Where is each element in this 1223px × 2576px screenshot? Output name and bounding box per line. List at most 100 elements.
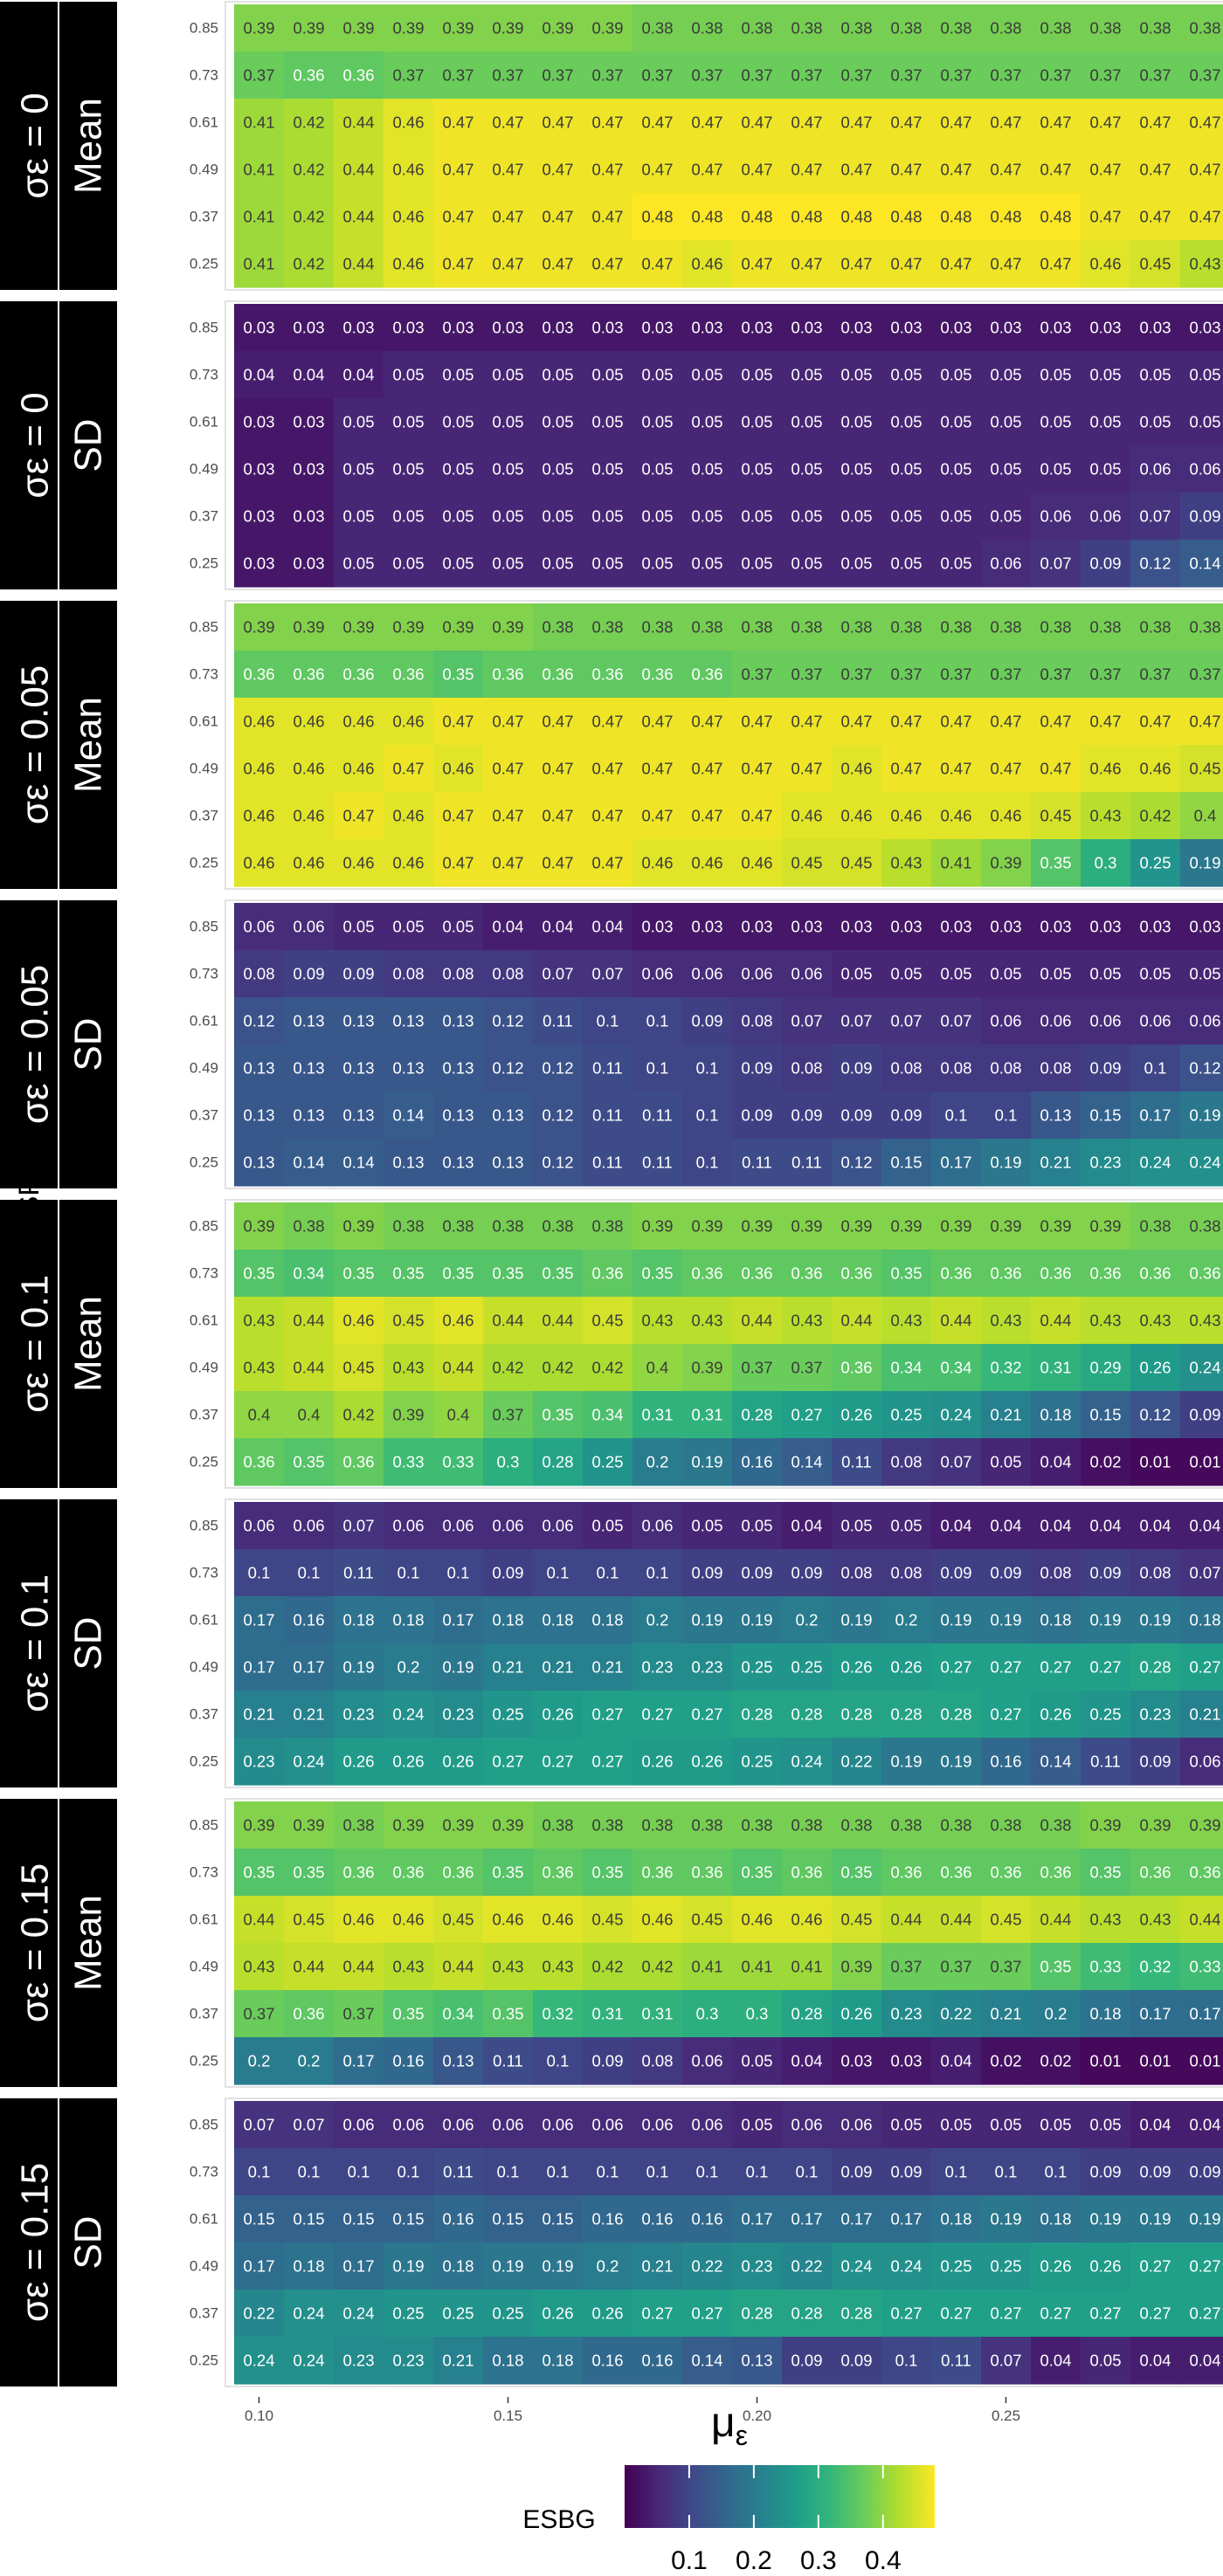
cell-value-label: 0.27 [890, 2304, 922, 2323]
heatmap-cell [1180, 2242, 1223, 2290]
cell-value-label: 0.13 [741, 2352, 772, 2370]
cell-value-label: 0.05 [492, 460, 523, 479]
cell-value-label: 0.38 [1089, 19, 1121, 38]
heatmap-cell [334, 540, 384, 588]
heatmap-cell [533, 1502, 584, 1550]
heatmap-cell [632, 1990, 683, 2038]
cell-value-label: 0.47 [542, 760, 573, 778]
heatmap-cell [284, 2337, 335, 2385]
cell-value-label: 0.1 [895, 2352, 918, 2370]
heatmap-cell [433, 240, 484, 288]
heatmap-cell [533, 492, 584, 541]
cell-value-label: 0.09 [293, 965, 324, 983]
cell-value-label: 0.47 [542, 713, 573, 731]
heatmap-cell [782, 1202, 833, 1250]
heatmap-cell [234, 304, 285, 352]
cell-value-label: 0.25 [1089, 1705, 1121, 1724]
cell-value-label: 0.25 [890, 1406, 922, 1424]
cell-value-label: 0.05 [342, 554, 374, 573]
heatmap-cell [483, 2195, 534, 2243]
heatmap-cell [1031, 1139, 1081, 1187]
heatmap-cell [383, 4, 434, 52]
heatmap-cell [583, 4, 633, 52]
heatmap-cell [483, 2148, 534, 2196]
heatmap-cell [832, 1202, 882, 1250]
heatmap-cell [782, 304, 833, 352]
heatmap-cell [1130, 99, 1181, 147]
strip-stat-label: Mean [67, 697, 110, 793]
cell-value-label: 0.31 [1040, 1359, 1071, 1377]
heatmap-cell [832, 52, 882, 100]
cell-value-label: 0.4 [646, 1359, 669, 1377]
heatmap-cell [583, 146, 633, 194]
cell-value-label: 0.01 [1189, 2052, 1220, 2070]
heatmap-cell [632, 146, 683, 194]
heatmap-cell [682, 1250, 733, 1298]
cell-value-label: 0.39 [243, 19, 274, 38]
cell-value-label: 0.2 [248, 2052, 271, 2070]
heatmap-cell [632, 792, 683, 840]
y-tick-label: 0.73 [190, 2164, 218, 2180]
cell-value-label: 0.13 [442, 1012, 473, 1030]
heatmap-cell [334, 1438, 384, 1486]
cell-value-label: 0.28 [791, 2304, 822, 2323]
cell-value-label: 0.39 [1089, 1217, 1121, 1236]
cell-value-label: 0.35 [492, 1863, 523, 1882]
heatmap-cell [533, 2037, 584, 2085]
heatmap-cell [383, 1139, 434, 1187]
cell-value-label: 0.05 [1089, 413, 1121, 431]
strip-stat-label: SD [67, 418, 110, 472]
cell-value-label: 0.04 [940, 2052, 971, 2070]
heatmap-cell [632, 1596, 683, 1644]
heatmap-cell [1081, 1391, 1131, 1439]
cell-value-label: 0.37 [1040, 66, 1071, 85]
cell-value-label: 0.42 [492, 1359, 523, 1377]
heatmap-cell [433, 193, 484, 241]
cell-value-label: 0.06 [342, 2116, 374, 2134]
heatmap-cell [682, 193, 733, 241]
heatmap-cell [732, 997, 783, 1045]
cell-value-label: 0.46 [442, 760, 473, 778]
heatmap-cell [931, 492, 982, 541]
heatmap-cell [782, 1643, 833, 1691]
y-tick-label: 0.37 [190, 508, 218, 525]
cell-value-label: 0.39 [442, 618, 473, 637]
heatmap-cell [931, 745, 982, 793]
cell-value-label: 0.16 [591, 2210, 623, 2228]
cell-value-label: 0.26 [342, 1753, 374, 1771]
heatmap-cell [234, 1643, 285, 1691]
y-tick-label: 0.73 [190, 1265, 218, 1282]
cell-value-label: 0.05 [392, 413, 424, 431]
cell-value-label: 0.44 [890, 1911, 922, 1929]
heatmap-cell [284, 146, 335, 194]
cell-value-label: 0.24 [1139, 1154, 1171, 1172]
cell-value-label: 0.05 [890, 554, 922, 573]
heatmap-cell [981, 1896, 1032, 1944]
heatmap-cell [832, 1297, 882, 1345]
cell-value-label: 0.28 [791, 1705, 822, 1724]
cell-value-label: 0.03 [890, 319, 922, 337]
cell-value-label: 0.13 [342, 1012, 374, 1030]
heatmap-cell [881, 2337, 932, 2385]
x-tick-label: 0.25 [992, 2407, 1020, 2424]
heatmap-cell [1031, 1202, 1081, 1250]
cell-value-label: 0.26 [1040, 2257, 1071, 2276]
heatmap-cell [234, 839, 285, 887]
heatmap-cell [284, 839, 335, 887]
cell-value-label: 0.09 [1089, 554, 1121, 573]
heatmap-cell [1180, 1297, 1223, 1345]
heatmap-cell [1180, 398, 1223, 446]
heatmap-cell [1130, 1691, 1181, 1739]
heatmap-cell [483, 304, 534, 352]
cell-value-label: 0.03 [342, 319, 374, 337]
heatmap-cell [832, 745, 882, 793]
heatmap-cell [583, 304, 633, 352]
heatmap-cell [433, 445, 484, 493]
heatmap-cell [334, 304, 384, 352]
heatmap-cell [1130, 304, 1181, 352]
cell-value-label: 0.2 [597, 2257, 619, 2276]
heatmap-cell [732, 4, 783, 52]
cell-value-label: 0.47 [641, 161, 673, 179]
heatmap-cell [1130, 1896, 1181, 1944]
